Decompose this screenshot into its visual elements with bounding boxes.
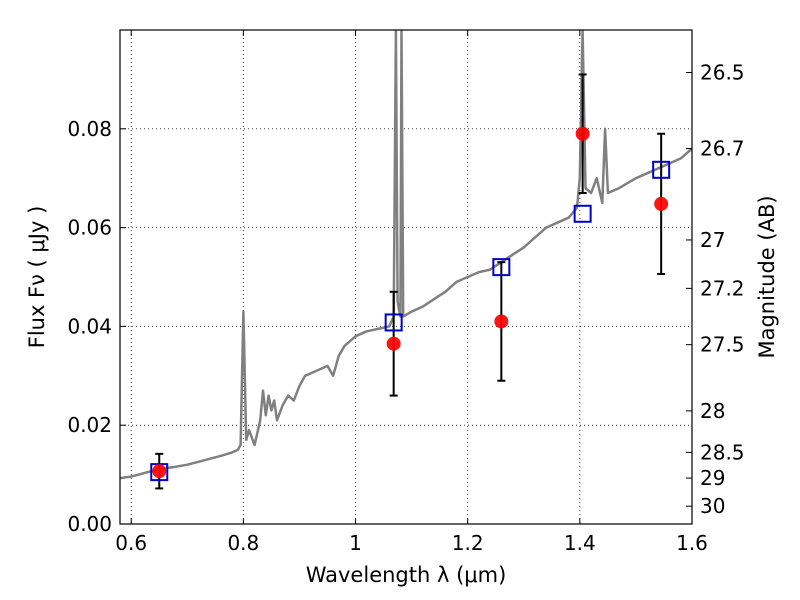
observed-photometry-point xyxy=(575,126,590,141)
plot-frame xyxy=(119,29,693,525)
x-tick-label: 1 xyxy=(349,531,362,555)
right-tick-label: 27 xyxy=(700,228,725,252)
grid xyxy=(120,30,692,524)
y-tick-label: 0.08 xyxy=(67,117,112,141)
observed-photometry-point xyxy=(386,336,401,351)
observed-photometry-point xyxy=(152,464,167,479)
x-tick-label: 1.6 xyxy=(676,531,708,555)
y-tick-label: 0.00 xyxy=(67,512,112,536)
y-tick-label: 0.06 xyxy=(67,216,112,240)
model-photometry-square xyxy=(150,463,169,482)
right-tick-label: 27.2 xyxy=(700,276,745,300)
right-tick-label: 28.5 xyxy=(700,440,745,464)
model-photometry-square xyxy=(492,258,511,277)
y-axis-right-label: Magnitude (AB) xyxy=(755,195,779,358)
observed-photometry-point xyxy=(494,314,509,329)
x-tick-label: 1.2 xyxy=(452,531,484,555)
right-tick-label: 26.7 xyxy=(700,137,745,161)
x-axis-label: Wavelength λ (μm) xyxy=(306,563,507,587)
y-tick-label: 0.02 xyxy=(67,413,112,437)
y-tick-label: 0.04 xyxy=(67,314,112,338)
right-tick-label: 28 xyxy=(700,399,725,423)
x-tick-label: 1.4 xyxy=(564,531,596,555)
plot-area xyxy=(120,30,692,490)
observed-photometry-point xyxy=(654,196,669,211)
model-photometry-square xyxy=(384,313,403,332)
x-tick-label: 0.8 xyxy=(227,531,259,555)
right-tick-label: 29 xyxy=(700,466,725,490)
spectrum-line xyxy=(120,30,692,480)
right-tick-label: 26.5 xyxy=(700,60,745,84)
axis-ticks: 0.6 0.8 1 1.2 1.4 1.6 0.00 0.02 0.04 0.06 0.08 26.5… xyxy=(67,30,745,555)
right-tick-label: 30 xyxy=(700,494,725,518)
model-photometry-square xyxy=(573,204,592,223)
right-tick-label: 27.5 xyxy=(700,333,745,357)
y-axis-label: Flux Fν ( μJy ) xyxy=(25,206,49,349)
x-tick-label: 0.6 xyxy=(115,531,147,555)
model-photometry-square xyxy=(652,160,671,179)
